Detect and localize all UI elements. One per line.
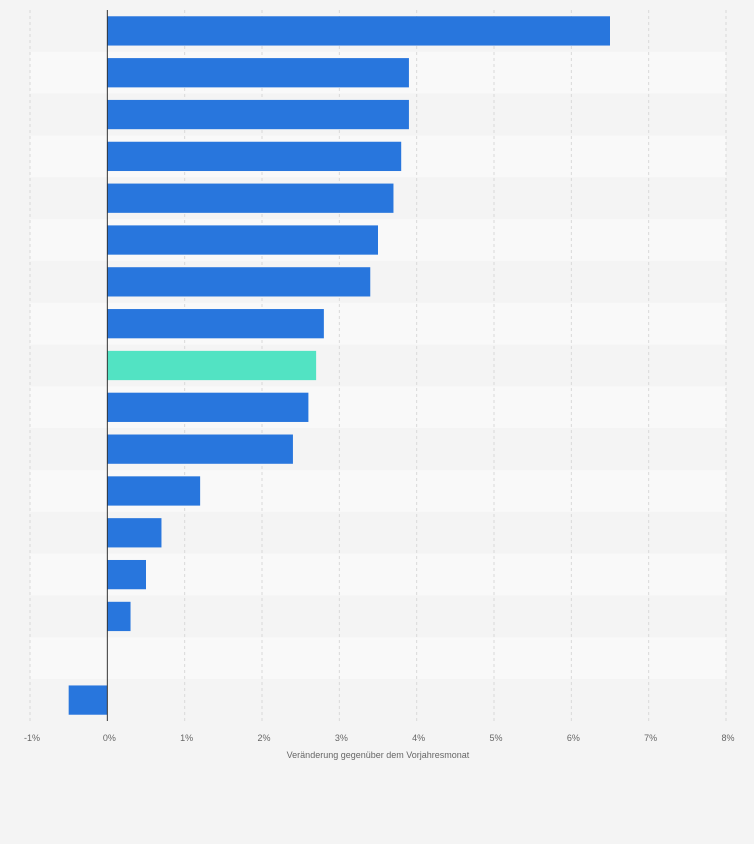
- bar: [107, 434, 293, 464]
- x-tick-labels: -1% 0% 1% 2% 3% 4% 5% 6% 7% 8%: [24, 733, 735, 743]
- bar: [107, 58, 409, 88]
- x-axis-label: Veränderung gegenüber dem Vorjahresmonat: [287, 750, 470, 760]
- x-tick-label: 8%: [721, 733, 734, 743]
- x-tick-label: 1%: [180, 733, 193, 743]
- bar: [107, 350, 317, 381]
- bar: [68, 685, 108, 715]
- bar: [107, 16, 610, 46]
- x-tick-label: 0%: [103, 733, 116, 743]
- x-tick-label: 7%: [644, 733, 657, 743]
- x-tick-label: -1%: [24, 733, 40, 743]
- x-tick-label: 5%: [489, 733, 502, 743]
- row-stripe: [30, 679, 726, 721]
- row-stripe: [30, 595, 726, 638]
- bars: [68, 16, 610, 715]
- x-tick-label: 3%: [335, 733, 348, 743]
- bar: [107, 601, 131, 632]
- bar: [107, 309, 324, 339]
- x-tick-label: 6%: [567, 733, 580, 743]
- x-tick-label: 2%: [257, 733, 270, 743]
- bar: [107, 99, 409, 130]
- row-stripe: [30, 637, 726, 680]
- bar: [107, 141, 402, 172]
- bar: [107, 392, 309, 422]
- bar: [107, 183, 394, 213]
- bar: [107, 518, 162, 548]
- x-tick-label: 4%: [412, 733, 425, 743]
- bar: [107, 225, 378, 255]
- bar: [107, 267, 371, 297]
- bar: [107, 559, 146, 590]
- bar: [107, 476, 201, 506]
